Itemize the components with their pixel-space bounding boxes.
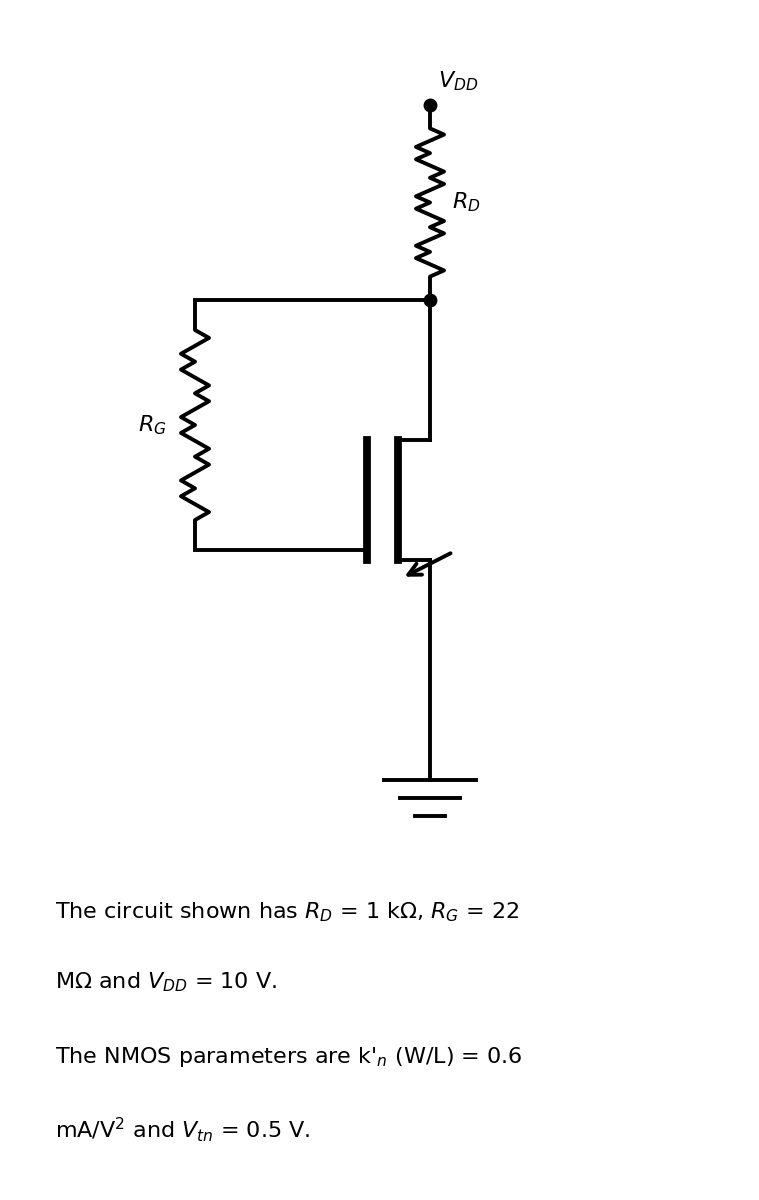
Text: M$\Omega$ and $V_{DD}$ = 10 V.: M$\Omega$ and $V_{DD}$ = 10 V. [55, 970, 277, 994]
Text: The circuit shown has $R_D$ = 1 k$\Omega$, $R_G$ = 22: The circuit shown has $R_D$ = 1 k$\Omega… [55, 900, 519, 924]
Text: The NMOS parameters are k$'_n$ (W/L) = 0.6: The NMOS parameters are k$'_n$ (W/L) = 0… [55, 1045, 522, 1069]
Text: $R_G$: $R_G$ [138, 413, 167, 437]
Text: mA/V$^2$ and $V_{tn}$ = 0.5 V.: mA/V$^2$ and $V_{tn}$ = 0.5 V. [55, 1115, 310, 1144]
Text: $V_{DD}$: $V_{DD}$ [438, 70, 478, 92]
Text: $R_D$: $R_D$ [452, 191, 480, 215]
